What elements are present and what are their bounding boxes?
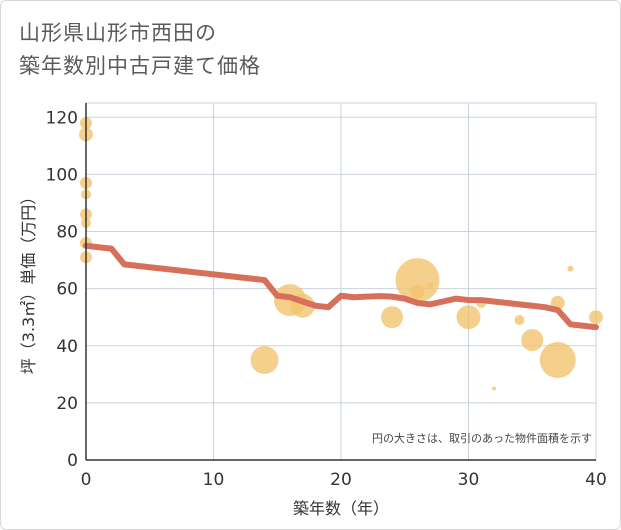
bubble-point [492,386,496,391]
bubble-point [539,342,576,379]
title-line-2: 築年数別中古戸建て価格 [19,54,261,78]
x-axis-title: 築年数（年） [293,499,389,518]
x-tick-label: 0 [81,470,92,490]
title-line-1: 山形県山形市西田の [19,21,217,45]
y-tick-label: 80 [56,223,78,243]
tick-labels: 0 20 40 60 80 100 120 0 10 20 30 40 [46,108,607,490]
y-tick-label: 0 [67,451,78,471]
bubble-point [589,310,603,325]
bubble-point [381,306,403,329]
bubble-point [521,329,544,352]
y-axis-title: 坪（3.3㎡）単価（万円） [19,189,38,374]
bubble-point [427,282,434,289]
y-tick-label: 120 [46,108,78,128]
y-tick-label: 20 [56,394,78,414]
y-tick-label: 100 [46,165,78,185]
y-tick-label: 40 [56,337,78,357]
average-price-line [83,242,599,331]
bubble-point [410,284,425,299]
y-tick-label: 60 [56,280,78,300]
bubble-point [514,315,525,326]
chart-title: 山形県山形市西田の 築年数別中古戸建て価格 [19,17,261,83]
bubble-point [250,346,279,375]
x-tick-label: 20 [330,470,352,490]
x-tick-label: 10 [203,470,225,490]
x-tick-label: 40 [585,470,607,490]
bubble-point [456,305,481,330]
bubble-size-note: 円の大きさは、取引のあった物件面積を示す [372,431,592,445]
x-tick-label: 30 [458,470,480,490]
bubble-point [567,265,574,272]
grid-lines [85,102,597,461]
axes [85,103,596,461]
bubble-point [395,258,440,303]
